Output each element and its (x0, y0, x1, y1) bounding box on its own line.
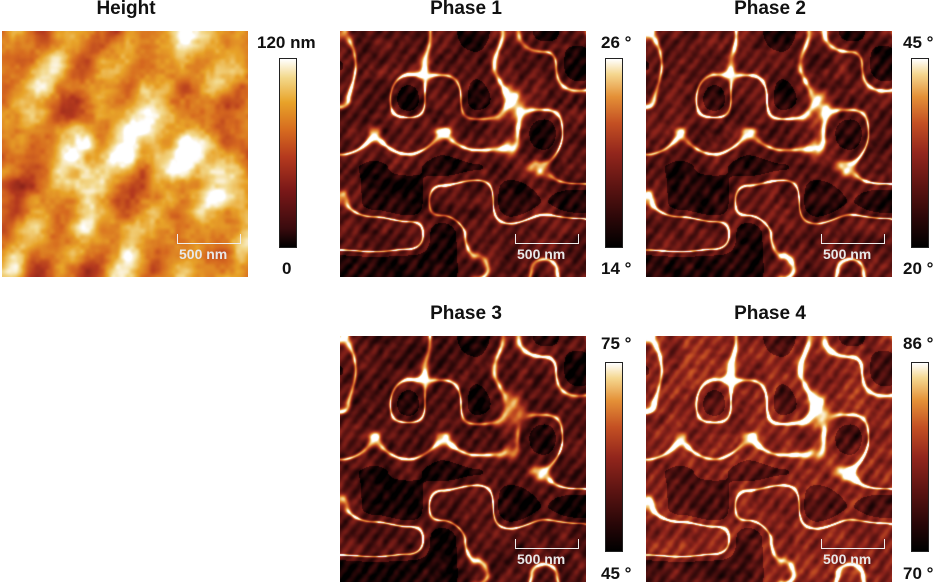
phase3-image: 500 nm (340, 336, 586, 582)
phase2-colorbar-min: 20 ° (903, 259, 934, 278)
phase3-title: Phase 3 (430, 303, 502, 324)
scale-bar-label: 500 nm (823, 551, 872, 567)
height-colorbar-max: 120 nm (257, 33, 316, 52)
phase1-image: 500 nm (340, 31, 586, 277)
phase3-colorbar-max: 75 ° (601, 334, 632, 353)
height-title: Height (96, 0, 156, 19)
phase2-title: Phase 2 (734, 0, 806, 19)
phase4-colorbar-max: 86 ° (903, 334, 934, 353)
scale-bar (515, 234, 579, 244)
scale-bar (821, 234, 885, 244)
height-colorbar-min: 0 (282, 259, 292, 278)
scale-bar (177, 234, 241, 244)
scale-bar (515, 539, 579, 549)
phase2-image: 500 nm (646, 31, 892, 277)
scale-bar-label: 500 nm (823, 246, 872, 262)
phase3-colorbar (605, 362, 623, 552)
scale-bar-label: 500 nm (517, 551, 566, 567)
phase1-colorbar (605, 58, 623, 248)
scale-bar (821, 539, 885, 549)
phase1-colorbar-min: 14 ° (601, 259, 632, 278)
height-colorbar (279, 58, 297, 248)
scale-bar-label: 500 nm (179, 246, 228, 262)
phase2-colorbar (911, 58, 929, 248)
phase1-colorbar-max: 26 ° (601, 33, 632, 52)
height-image: 500 nm (2, 31, 248, 277)
phase4-colorbar-min: 70 ° (903, 564, 934, 583)
scale-bar-label: 500 nm (517, 246, 566, 262)
phase4-colorbar (911, 362, 929, 552)
phase1-title: Phase 1 (430, 0, 502, 19)
phase2-colorbar-max: 45 ° (903, 33, 934, 52)
phase4-title: Phase 4 (734, 303, 806, 324)
phase4-image: 500 nm (646, 336, 892, 582)
phase3-colorbar-min: 45 ° (601, 564, 632, 583)
